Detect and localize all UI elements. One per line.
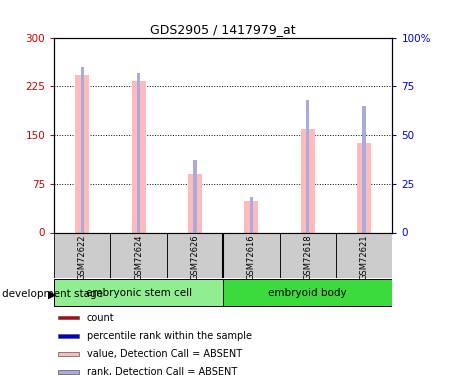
Bar <box>110 232 167 278</box>
Bar <box>137 73 140 232</box>
Bar <box>54 232 110 278</box>
Bar <box>188 174 202 232</box>
Bar <box>357 143 371 232</box>
Bar <box>193 160 197 232</box>
Text: GSM72621: GSM72621 <box>360 235 368 280</box>
Text: GSM72622: GSM72622 <box>78 235 87 280</box>
Bar <box>167 232 223 278</box>
Bar <box>132 81 146 232</box>
Text: GSM72626: GSM72626 <box>191 235 199 280</box>
Bar <box>280 232 336 278</box>
Text: percentile rank within the sample: percentile rank within the sample <box>87 331 252 341</box>
Text: GSM72624: GSM72624 <box>134 235 143 280</box>
Bar <box>301 129 315 232</box>
Bar <box>363 106 366 232</box>
Text: rank, Detection Call = ABSENT: rank, Detection Call = ABSENT <box>87 367 237 375</box>
Bar <box>306 100 309 232</box>
Bar <box>81 67 84 232</box>
Text: development stage: development stage <box>2 290 103 299</box>
Bar <box>58 352 79 356</box>
Bar <box>336 232 392 278</box>
Bar <box>54 279 223 306</box>
Text: embryoid body: embryoid body <box>268 288 347 297</box>
Bar <box>223 279 392 306</box>
Bar <box>250 197 253 232</box>
Bar <box>244 201 258 232</box>
Text: count: count <box>87 313 115 322</box>
Text: ▶: ▶ <box>48 290 56 299</box>
Text: GSM72616: GSM72616 <box>247 235 256 280</box>
Bar <box>223 232 280 278</box>
Bar <box>58 334 79 338</box>
Text: GSM72618: GSM72618 <box>304 235 312 280</box>
Text: embryonic stem cell: embryonic stem cell <box>86 288 192 297</box>
Bar <box>58 370 79 374</box>
Title: GDS2905 / 1417979_at: GDS2905 / 1417979_at <box>151 23 296 36</box>
Bar <box>58 316 79 320</box>
Bar <box>75 75 89 232</box>
Text: value, Detection Call = ABSENT: value, Detection Call = ABSENT <box>87 349 242 359</box>
